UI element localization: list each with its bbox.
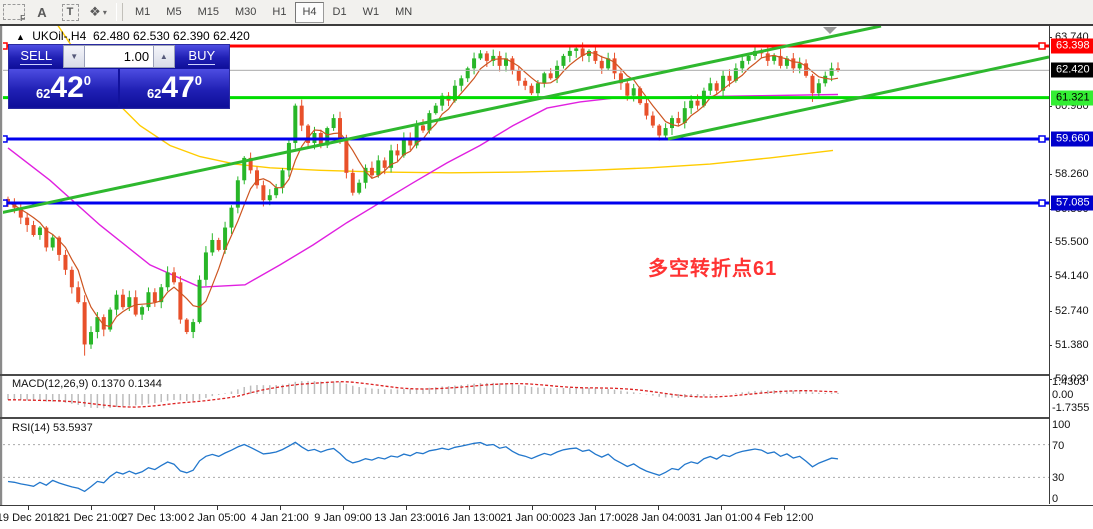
macd-scale-min: -1.7355: [1052, 402, 1090, 414]
price-tick-label: 52.740: [1055, 305, 1089, 317]
price-badge: 57.085: [1051, 195, 1093, 211]
timeframe-button-m15[interactable]: M15: [197, 6, 219, 18]
rsi-panel: [3, 441, 1049, 493]
axis-separator: [1049, 26, 1050, 504]
time-axis[interactable]: 19 Dec 2018 21 Dec 21:00 27 Dec 13:00 2 Jan…: [0, 505, 1093, 529]
ohlc-readout: 62.480 62.530 62.390 62.420: [92, 29, 250, 43]
timeframe-button-h1[interactable]: H1: [272, 6, 287, 18]
time-label: 13 Jan 23:00: [374, 512, 438, 524]
price-tick-label: 54.140: [1055, 270, 1089, 282]
price-tick-label: 50.020: [1055, 373, 1089, 381]
timeframe-button-d1[interactable]: D1: [332, 6, 347, 18]
macd-label: MACD(12,26,9) 0.1370 0.1344: [12, 378, 162, 390]
buy-price-button[interactable]: 62 47 0: [120, 69, 229, 107]
chevron-down-icon: ▾: [102, 7, 107, 17]
macd-scale-max: 1.4303: [1052, 376, 1086, 388]
time-label: 21 Jan 00:00: [500, 512, 564, 524]
one-click-trading-panel: SELL ▼ 1.00 ▲ BUY 62 42 0 62 47 0: [8, 44, 230, 109]
window-left-border: [0, 26, 3, 529]
rsi-scale-100: 100: [1052, 419, 1071, 431]
panel-separator[interactable]: [0, 374, 1049, 376]
rsi-scale-70: 70: [1052, 440, 1065, 452]
toolbar-grip[interactable]: [116, 3, 123, 21]
macd-panel: [7, 381, 839, 409]
price-chart: [3, 26, 1049, 356]
rsi-scale-0: 0: [1052, 493, 1059, 505]
trendline[interactable]: [667, 55, 1049, 141]
text-tool-icon[interactable]: T: [58, 2, 82, 22]
window-top-border: [0, 24, 1093, 26]
fibonacci-tool-icon[interactable]: F: [2, 2, 26, 23]
time-label: 23 Jan 17:00: [563, 512, 627, 524]
time-label: 19 Dec 2018: [0, 512, 60, 524]
price-badge: 59.660: [1051, 131, 1093, 147]
price-tick-label: 58.260: [1055, 168, 1089, 180]
price-axis[interactable]: 63.74060.98058.26056.86055.50054.14052.7…: [1049, 26, 1093, 381]
time-label: 4 Jan 21:00: [251, 512, 309, 524]
timeframe-button-m5[interactable]: M5: [166, 6, 182, 18]
collapse-triangle-icon[interactable]: ▲: [16, 32, 25, 42]
price-tick-label: 55.500: [1055, 236, 1089, 248]
chart-shift-marker[interactable]: [823, 27, 837, 34]
time-label: 9 Jan 09:00: [314, 512, 372, 524]
time-label: 21 Dec 21:00: [58, 512, 124, 524]
timeframe-button-w1[interactable]: W1: [362, 6, 380, 18]
price-tick-label: 51.380: [1055, 339, 1089, 351]
price-badge: 62.420: [1051, 62, 1093, 78]
toolbar: F A T ❖ ▾ M1 M5 M15 M30 H1 H4 D1 W1 MN: [0, 0, 1093, 25]
sell-button[interactable]: SELL: [9, 45, 64, 68]
macd-scale-zero: 0.00: [1052, 389, 1074, 401]
price-badge: 63.398: [1051, 38, 1093, 54]
time-label: 16 Jan 13:00: [437, 512, 501, 524]
rsi-label: RSI(14) 53.5937: [12, 422, 93, 434]
label-tool-icon[interactable]: A: [37, 4, 47, 20]
horizontal-line-59.66[interactable]: [3, 135, 1049, 143]
timeframe-button-mn[interactable]: MN: [395, 6, 413, 18]
volume-input[interactable]: 1.00: [84, 45, 154, 68]
rsi-scale-30: 30: [1052, 472, 1065, 484]
time-label: 28 Jan 04:00: [626, 512, 690, 524]
chart-title: ▲ UKOil-,H4 62.480 62.530 62.390 62.420: [16, 29, 250, 43]
horizontal-line-57.085[interactable]: [3, 199, 1049, 207]
sell-price-button[interactable]: 62 42 0: [9, 69, 118, 107]
trendline[interactable]: [3, 26, 882, 214]
symbol-period: UKOil-,H4: [32, 29, 87, 43]
timeframe-button-h4[interactable]: H4: [295, 1, 324, 23]
timeframe-button-m1[interactable]: M1: [135, 6, 151, 18]
arrow-style-tool-icon[interactable]: ❖ ▾: [89, 4, 107, 19]
timeframe-button-m30[interactable]: M30: [234, 6, 257, 18]
timeframe-group: M1 M5 M15 M30 H1 H4 D1 W1 MN: [127, 1, 420, 23]
time-label: 2 Jan 05:00: [188, 512, 246, 524]
price-badge: 61.321: [1051, 90, 1093, 106]
volume-decrease-button[interactable]: ▼: [63, 45, 85, 68]
time-label: 27 Dec 13:00: [121, 512, 187, 524]
time-label: 31 Jan 01:00: [689, 512, 753, 524]
buy-button[interactable]: BUY: [174, 45, 229, 68]
volume-increase-button[interactable]: ▲: [153, 45, 175, 68]
panel-separator[interactable]: [0, 417, 1049, 419]
chart-text-annotation[interactable]: 多空转折点61: [648, 258, 778, 280]
time-label: 4 Feb 12:00: [754, 512, 814, 524]
